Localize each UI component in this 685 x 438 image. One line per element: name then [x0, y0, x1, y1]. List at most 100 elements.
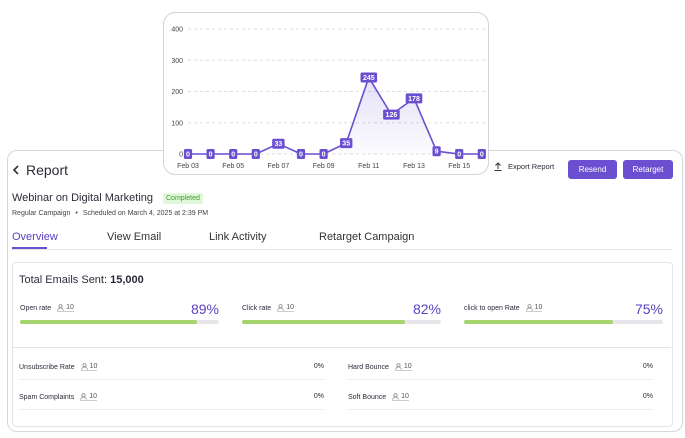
count-value: 10 [286, 304, 294, 311]
y-tick-label: 400 [171, 27, 183, 34]
recipient-count: 10 [392, 393, 409, 401]
tab[interactable]: View Email [107, 231, 162, 243]
y-tick-label: 200 [171, 89, 183, 96]
user-icon [57, 304, 64, 311]
value-label-box [432, 146, 441, 157]
metric-label: Click rate [242, 304, 272, 312]
value-label-box [340, 138, 353, 149]
tab[interactable]: Retarget Campaign [319, 231, 415, 243]
value-label: 9 [435, 149, 439, 156]
stat-value: 0% [313, 393, 324, 400]
export-button[interactable]: Export Report [494, 162, 554, 171]
value-label-box [360, 72, 378, 83]
total-label: Total Emails Sent: [19, 274, 108, 286]
row-divider [348, 379, 653, 380]
user-icon [80, 393, 87, 400]
separator: • [75, 210, 78, 217]
value-label: 35 [342, 141, 350, 148]
tab-indicator [12, 247, 47, 249]
resend-button[interactable]: Resend [568, 160, 617, 179]
progress-track [464, 320, 663, 324]
recipient-count: 10 [277, 304, 294, 312]
progress-fill [464, 320, 614, 324]
stat-label: Unsubscribe Rate [19, 363, 75, 371]
x-tick-label: Feb 03 [177, 163, 199, 170]
progress-track [20, 320, 219, 324]
upload-icon [494, 162, 502, 171]
campaign-title: Webinar on Digital Marketing [12, 192, 154, 204]
value-label: 0 [457, 152, 461, 159]
value-label-box [183, 149, 193, 159]
tab-active[interactable]: Overview [12, 231, 58, 243]
recipient-count: 10 [394, 363, 412, 371]
x-tick-label: Feb 13 [403, 163, 425, 170]
value-label: 0 [254, 152, 258, 159]
metric-label: Open rate [20, 304, 52, 312]
value-label: 0 [299, 152, 303, 159]
count-value: 10 [401, 393, 409, 400]
y-tick-label: 300 [171, 58, 183, 65]
stat-name: Spam Complaints 10 [19, 393, 98, 401]
value-label-box [251, 149, 260, 159]
stat-value: 0% [642, 363, 653, 370]
tab[interactable]: Link Activity [209, 231, 267, 243]
count-value: 10 [89, 363, 98, 370]
y-tick-label: 100 [171, 120, 183, 127]
metric-label: click to open Rate [464, 304, 520, 312]
total-value: 15,000 [110, 274, 144, 286]
value-label: 0 [186, 152, 190, 159]
count-value: 10 [66, 304, 74, 311]
metric-name: Click rate 10 [242, 304, 294, 312]
user-icon [525, 304, 533, 311]
value-label-box [206, 149, 215, 159]
recipient-count: 10 [57, 304, 74, 312]
metric-name: click to open Rate 10 [464, 304, 543, 312]
stat-name: Soft Bounce 10 [348, 393, 409, 401]
page-title: Report [26, 162, 69, 178]
export-label: Export Report [508, 162, 555, 171]
metric-percent: 82% [412, 301, 441, 317]
user-icon [395, 363, 402, 370]
progress-fill [20, 320, 198, 324]
stat-value: 0% [313, 363, 324, 370]
stat-label: Spam Complaints [19, 393, 75, 401]
row-divider [348, 409, 653, 410]
count-value: 10 [89, 393, 98, 400]
stat-label: Hard Bounce [348, 363, 389, 371]
value-label: 245 [363, 75, 375, 82]
metric-percent: 89% [190, 301, 219, 317]
campaign-meta: Regular Campaign • Scheduled on March 4,… [12, 210, 208, 217]
retarget-button[interactable]: Retarget [623, 160, 673, 179]
progress-track [242, 320, 441, 324]
row-divider [19, 379, 324, 380]
status-badge: Completed [163, 193, 203, 204]
value-label-box [229, 149, 238, 159]
value-label: 0 [480, 152, 484, 159]
back-button[interactable]: Report [12, 162, 68, 178]
value-label: 0 [209, 152, 213, 159]
report-card [7, 150, 683, 432]
value-label: 178 [408, 96, 420, 103]
campaign-type: Regular Campaign [12, 210, 71, 217]
x-tick-label: Feb 09 [313, 163, 335, 170]
tab-divider [12, 249, 672, 250]
progress-fill [242, 320, 406, 324]
stat-name: Hard Bounce 10 [348, 363, 412, 371]
y-tick-label: 0 [179, 152, 183, 159]
count-value: 10 [534, 304, 543, 311]
recipient-count: 10 [525, 304, 543, 312]
value-label-box [455, 149, 464, 159]
recipient-count: 10 [80, 393, 98, 401]
user-icon [392, 393, 399, 400]
schedule: Scheduled on March 4, 2025 at 2:39 PM [82, 210, 209, 217]
stat-label: Soft Bounce [348, 393, 387, 401]
user-icon [80, 363, 88, 370]
value-label-box [319, 149, 328, 159]
stat-value: 0% [642, 393, 653, 400]
divider [13, 347, 671, 348]
stat-name: Unsubscribe Rate 10 [19, 363, 98, 371]
row-divider [19, 409, 324, 410]
x-tick-label: Feb 07 [268, 163, 290, 170]
